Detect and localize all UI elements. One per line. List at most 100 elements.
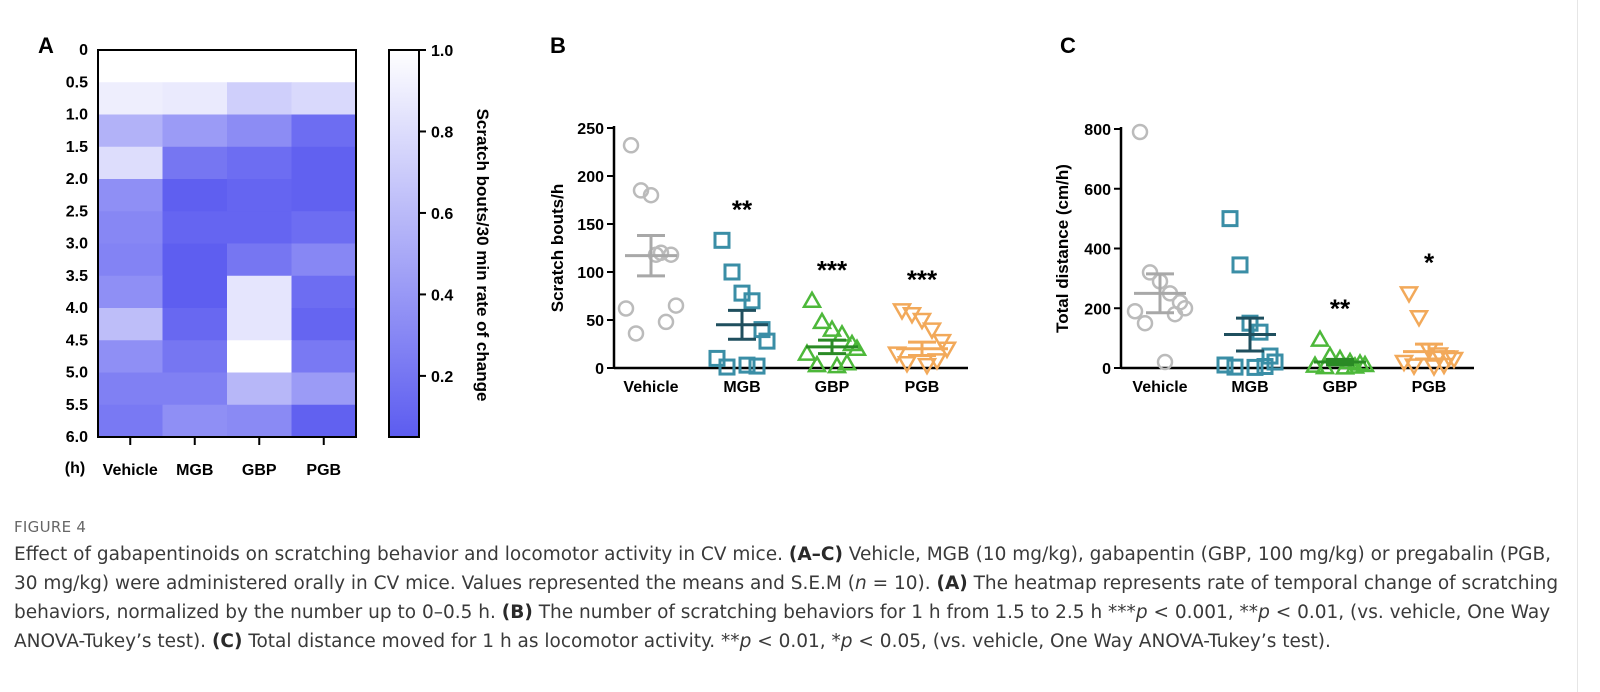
heatmap-cell bbox=[227, 340, 292, 373]
caption-part: Effect of gabapentinoids on scratching b… bbox=[14, 544, 789, 565]
data-point bbox=[1131, 123, 1149, 141]
y-axis-label: Total distance (cm/h) bbox=[1053, 164, 1072, 333]
heatmap-cell bbox=[227, 275, 292, 309]
heatmap-cell bbox=[291, 82, 357, 115]
caption-italic: p bbox=[1135, 602, 1148, 623]
data-point bbox=[713, 231, 731, 249]
significance-marker: *** bbox=[817, 255, 848, 285]
x-tick-label: PGB bbox=[1412, 379, 1447, 396]
heatmap-cell bbox=[227, 82, 292, 115]
data-point bbox=[896, 355, 918, 374]
caption-bold: (A) bbox=[936, 573, 968, 594]
data-point bbox=[811, 311, 833, 330]
y-tick-label: 800 bbox=[1084, 122, 1111, 139]
heatmap-cell bbox=[98, 82, 163, 115]
data-point bbox=[1266, 353, 1284, 371]
data-point bbox=[1216, 356, 1234, 374]
significance-marker: ** bbox=[1330, 294, 1351, 324]
colorbar bbox=[388, 49, 420, 438]
heatmap-cell bbox=[98, 404, 163, 438]
y-tick-label: 0 bbox=[79, 42, 88, 59]
caption-part: < 0.001, ** bbox=[1147, 602, 1259, 623]
heatmap-cell bbox=[227, 308, 292, 341]
y-tick-label: 200 bbox=[1084, 301, 1111, 318]
data-point bbox=[743, 292, 761, 310]
caption-part: The number of scratching behaviors for 1… bbox=[532, 602, 1136, 623]
colorbar-tick-label: 0.4 bbox=[431, 287, 453, 304]
page-edge-divider bbox=[1577, 0, 1578, 692]
heatmap-cell bbox=[227, 50, 292, 83]
heatmap-cell bbox=[291, 114, 357, 148]
heatmap-cell bbox=[162, 275, 228, 309]
heatmap-cell bbox=[98, 308, 163, 341]
x-tick-label: MGB bbox=[1231, 379, 1268, 396]
x-tick-label: Vehicle bbox=[623, 379, 678, 396]
heatmap-cell bbox=[227, 114, 292, 148]
data-point bbox=[1136, 314, 1154, 332]
heatmap-cell bbox=[227, 179, 292, 212]
y-tick-label: 2.0 bbox=[66, 171, 88, 188]
heatmap-cell bbox=[162, 404, 228, 438]
caption-bold: (A–C) bbox=[788, 544, 843, 565]
heatmap-cell bbox=[162, 308, 228, 341]
heatmap-cell bbox=[291, 211, 357, 244]
heatmap-cell bbox=[291, 404, 357, 438]
caption-italic: n bbox=[854, 573, 867, 594]
heatmap-cell bbox=[98, 275, 163, 309]
data-point bbox=[758, 332, 776, 350]
panel-label: A bbox=[38, 33, 54, 58]
data-point bbox=[1126, 302, 1144, 320]
heatmap-cell bbox=[227, 243, 292, 277]
heatmap-cell bbox=[98, 179, 163, 212]
data-point bbox=[836, 352, 858, 371]
data-point bbox=[632, 182, 650, 199]
caption-italic: p bbox=[1258, 602, 1270, 623]
colorbar-tick-label: 0.8 bbox=[431, 124, 453, 141]
caption-part: = 10). bbox=[866, 573, 937, 594]
colorbar-tick-label: 1.0 bbox=[431, 43, 453, 60]
x-tick-label: MGB bbox=[176, 462, 213, 479]
heatmap-cell bbox=[162, 243, 228, 277]
panel-c-total-distance: C 0 200 400 600 800 Total distance (cm/h) Vehic… bbox=[1053, 33, 1474, 396]
y-tick-label: 400 bbox=[1084, 242, 1111, 259]
heatmap-cell bbox=[291, 372, 357, 406]
heatmap-cell bbox=[162, 211, 228, 244]
data-point bbox=[1231, 256, 1249, 274]
heatmap-cell bbox=[98, 340, 163, 373]
colorbar-tick-label: 0.6 bbox=[431, 206, 453, 223]
data-point bbox=[911, 312, 933, 331]
significance-marker: * bbox=[1424, 247, 1435, 277]
x-tick-label: GBP bbox=[242, 462, 277, 479]
data-point bbox=[1408, 309, 1430, 328]
caption-part: < 0.01, (vs. vehicle, One Way ANOVA-Tuke… bbox=[14, 602, 1551, 652]
heatmap-cell bbox=[227, 211, 292, 244]
y-tick-label: 200 bbox=[577, 169, 604, 186]
data-point bbox=[806, 354, 828, 373]
x-tick-label: GBP bbox=[1323, 379, 1358, 396]
caption-bold: (C) bbox=[211, 631, 243, 652]
heatmap-cell bbox=[291, 146, 357, 180]
caption-label: FIGURE 4 bbox=[14, 518, 87, 536]
heatmap-cell bbox=[98, 146, 163, 180]
heatmap-cell bbox=[291, 179, 357, 212]
caption-part: < 0.05, (vs. vehicle, One Way ANOVA-Tuke… bbox=[852, 631, 1331, 652]
y-tick-label: 5.5 bbox=[66, 397, 88, 414]
heatmap-cell bbox=[98, 114, 163, 148]
data-point bbox=[1304, 355, 1326, 373]
data-point bbox=[1221, 210, 1239, 228]
data-point bbox=[1354, 354, 1376, 373]
data-point bbox=[1403, 358, 1425, 377]
y-tick-label: 5.0 bbox=[66, 365, 88, 382]
panel-b-scratch-bouts: B 0 50 100 150 200 250 Scratch bouts/h Vehicle MG… bbox=[548, 33, 968, 396]
y-unit-label: (h) bbox=[65, 460, 85, 477]
heatmap-frame bbox=[97, 49, 357, 438]
data-point bbox=[657, 313, 675, 331]
y-tick-label: 600 bbox=[1084, 182, 1111, 199]
caption-part: Vehicle, MGB (10 mg/kg), gabapentin (GBP… bbox=[14, 544, 1552, 594]
heatmap-cell bbox=[291, 243, 357, 277]
heatmap-cell bbox=[98, 211, 163, 244]
x-tick-label: MGB bbox=[723, 379, 760, 396]
x-tick-label: PGB bbox=[306, 462, 341, 479]
caption-part: The heatmap represents rate of temporal … bbox=[14, 573, 1559, 623]
y-tick-label: 50 bbox=[586, 313, 604, 330]
